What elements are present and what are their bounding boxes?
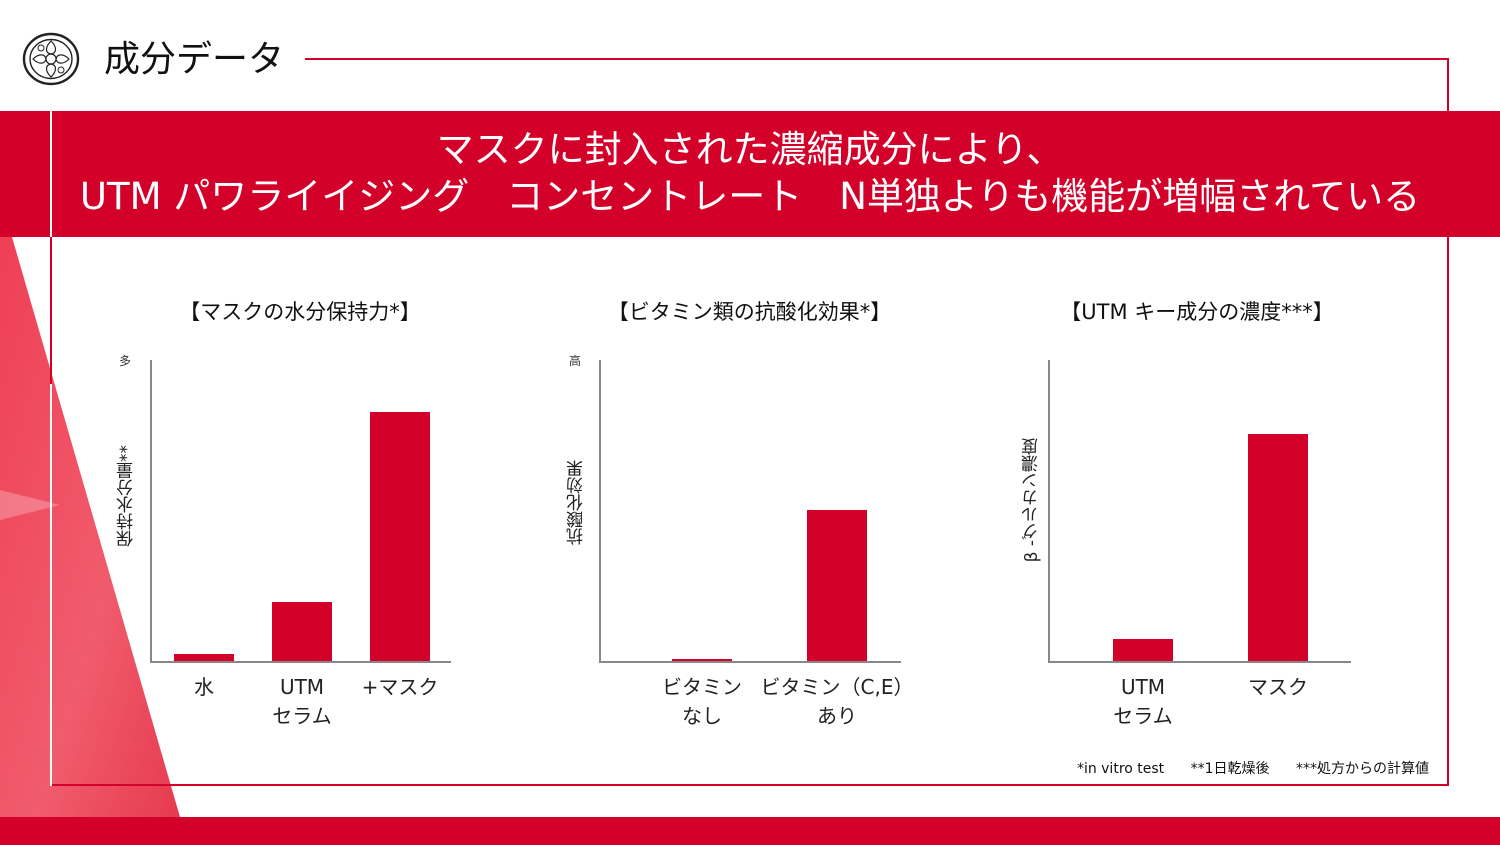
headline-banner: マスクに封入された濃縮成分により、 UTM パワライイジング コンセントレート … xyxy=(0,111,1500,237)
chart2-ymax-label: 高 xyxy=(569,354,582,368)
chart2-ylabel: 抗酸化効果 xyxy=(567,460,587,545)
frame-left-line xyxy=(50,237,52,384)
chart1-x-axis xyxy=(150,661,451,663)
chart3-x-tick-1-line-2: セラム xyxy=(1113,704,1173,728)
chart3-ylabel: β -グルカン濃度 xyxy=(1022,438,1042,563)
chart1-x-tick-3: +マスク xyxy=(340,673,460,702)
chart2-x-tick-1-line-1: ビタミン xyxy=(662,675,742,699)
chart3-y-axis xyxy=(1048,360,1050,663)
chart1-y-axis xyxy=(150,360,152,663)
chart3-x-axis xyxy=(1048,661,1351,663)
chart1-bar-3 xyxy=(370,412,430,661)
chart2-title: 【ビタミン類の抗酸化効果*】 xyxy=(607,300,892,324)
footnote-3: ***処方からの計算値 xyxy=(1296,761,1429,777)
chart1-x-tick-2-line-1: UTM xyxy=(279,675,325,699)
footnote-2: **1日乾燥後 xyxy=(1190,761,1270,777)
chart3-bar-1 xyxy=(1113,639,1173,661)
frame-bottom-line xyxy=(50,784,1449,786)
footnotes: *in vitro test **1日乾燥後 ***処方からの計算値 xyxy=(1077,758,1429,778)
chart2-bar-2 xyxy=(807,510,867,661)
chart1-x-tick-3-line-1: +マスク xyxy=(361,675,439,699)
chart2-x-tick-2-line-1: ビタミン（C,E） xyxy=(760,675,914,699)
camellia-logo-icon xyxy=(22,32,80,86)
chart2-bar-1 xyxy=(672,659,732,661)
banner-line-2: UTM パワライイジング コンセントレート N単独よりも機能が増幅されている xyxy=(79,175,1421,218)
chart1-x-tick-2: UTM セラム xyxy=(242,673,362,731)
chart2-x-axis xyxy=(599,661,901,663)
chart3-title: 【UTM キー成分の濃度***】 xyxy=(1060,300,1334,324)
chart1-x-tick-1-line-1: 水 xyxy=(194,675,214,699)
chart3-x-tick-2: マスク xyxy=(1208,673,1348,702)
page-title: 成分データ xyxy=(104,39,285,80)
chart3-x-tick-1-line-1: UTM xyxy=(1120,675,1166,699)
banner-line-1: マスクに封入された濃縮成分により、 xyxy=(436,128,1064,171)
chart3-bar-2 xyxy=(1248,434,1308,661)
chart1-x-tick-1: 水 xyxy=(144,673,264,702)
banner-left-line xyxy=(50,111,52,237)
chart2-x-tick-2-line-2: あり xyxy=(817,704,857,728)
chart2-x-tick-1: ビタミン なし xyxy=(617,673,787,731)
chart1-ymax-label: 多 xyxy=(119,354,132,368)
chart2-x-tick-1-line-2: なし xyxy=(682,704,722,728)
frame-top-line xyxy=(305,58,1449,60)
frame-left-white-line xyxy=(50,384,52,786)
chart1-bar-1 xyxy=(174,654,234,661)
chart1-title: 【マスクの水分保持力*】 xyxy=(179,300,421,324)
chart3-x-tick-2-line-1: マスク xyxy=(1248,675,1308,699)
chart1-ylabel: 保持水分量** xyxy=(117,445,137,547)
chart1-x-tick-2-line-2: セラム xyxy=(272,704,332,728)
chart2-x-tick-2: ビタミン（C,E） あり xyxy=(752,673,922,731)
footnote-1: *in vitro test xyxy=(1076,761,1165,777)
frame-right-line xyxy=(1447,58,1449,786)
chart3-x-tick-1: UTM セラム xyxy=(1073,673,1213,731)
chart1-bar-2 xyxy=(272,602,332,661)
bottom-band xyxy=(0,817,1500,845)
chart2-y-axis xyxy=(599,360,601,663)
